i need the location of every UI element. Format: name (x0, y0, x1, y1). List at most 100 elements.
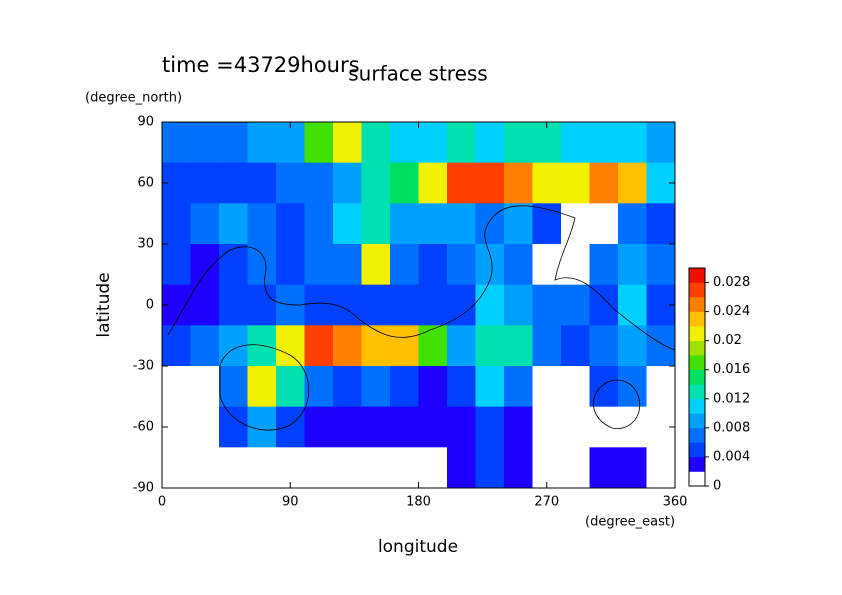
colorbar-swatch (689, 268, 705, 283)
field-cell (361, 203, 391, 245)
field-cell (247, 447, 277, 489)
colorbar-swatch (689, 413, 705, 429)
field-cell (390, 122, 419, 164)
field-cell (447, 244, 476, 286)
colorbar-frame (688, 267, 706, 487)
field-cell (475, 284, 505, 326)
field-cell (276, 244, 305, 286)
field-cell (276, 366, 305, 408)
field-cell (475, 203, 505, 245)
field-cell (219, 406, 248, 448)
field-cell (276, 203, 305, 245)
field-cell (589, 244, 619, 286)
field-cell (589, 366, 619, 408)
field-cell (418, 325, 448, 367)
colorbar-tick-label: 0.028 (713, 275, 750, 290)
field-cell (390, 325, 419, 367)
x-tick-label: 180 (406, 495, 431, 510)
colorbar-swatch (689, 340, 705, 356)
field-cell (304, 406, 334, 448)
field-cell (418, 244, 448, 286)
colorbar-swatch (689, 369, 705, 385)
field-cell (190, 162, 220, 204)
field (162, 122, 676, 489)
colorbar-swatch (689, 427, 705, 443)
field-cell (561, 203, 590, 245)
field-cell (361, 244, 391, 286)
field-cell (247, 284, 277, 326)
field-cell (475, 325, 505, 367)
field-cell (532, 284, 562, 326)
field-cell (504, 447, 533, 489)
field-cell (532, 406, 562, 448)
field-cell (418, 406, 448, 448)
colorbar-swatch (689, 398, 705, 414)
x-tick-label: 90 (282, 495, 299, 510)
field-cell (418, 447, 448, 489)
field-cell (561, 447, 590, 489)
field-cell (219, 284, 248, 326)
field-cell (447, 447, 476, 489)
field-cell (589, 162, 619, 204)
field-cell (418, 366, 448, 408)
field-cell (390, 406, 419, 448)
field-cell (475, 366, 505, 408)
field-cell (304, 325, 334, 367)
field-cell (219, 366, 248, 408)
y-tick-label: -60 (133, 420, 154, 435)
field-cell (276, 447, 305, 489)
colorbar-tick-label: 0.016 (713, 362, 750, 377)
field-cell (219, 244, 248, 286)
field-cell (532, 244, 562, 286)
coast-path (219, 344, 310, 431)
field-cell (618, 162, 647, 204)
field-cell (162, 203, 191, 245)
field-cell (162, 366, 191, 408)
field-cell (219, 162, 248, 204)
field-cell (646, 325, 676, 367)
field-cell (504, 122, 533, 164)
field-cell (504, 366, 533, 408)
field-cell (390, 244, 419, 286)
colorbar-swatch (689, 311, 705, 327)
field-cell (475, 162, 505, 204)
field-cell (618, 284, 647, 326)
field-cell (190, 122, 220, 164)
field-cell (162, 244, 191, 286)
colorbar-swatch (689, 471, 705, 487)
field-cell (333, 325, 362, 367)
field-cell (561, 366, 590, 408)
field-cell (361, 284, 391, 326)
colorbar-swatch (689, 326, 705, 341)
field-cell (646, 203, 676, 245)
field-cell (589, 203, 619, 245)
field-cell (504, 284, 533, 326)
colorbar-tick-label: 0.024 (713, 304, 750, 319)
field-cell (333, 122, 362, 164)
chart-title: surface stress (348, 62, 487, 86)
field-cell (418, 203, 448, 245)
field-cell (646, 366, 676, 408)
colorbar-tick-label: 0.02 (713, 333, 742, 348)
field-cell (447, 122, 476, 164)
coastline (167, 205, 676, 431)
colorbar-swatch (689, 384, 705, 400)
field-cell (190, 284, 220, 326)
colorbar-swatch (689, 297, 705, 312)
field-cell (646, 122, 676, 164)
field-cell (333, 162, 362, 204)
field-cell (475, 122, 505, 164)
field-cell (390, 203, 419, 245)
field-cell (618, 203, 647, 245)
y-tick-label: -30 (133, 359, 154, 374)
colorbar-tick-label: 0.004 (713, 449, 750, 464)
field-cell (247, 366, 277, 408)
field-cell (190, 244, 220, 286)
field-cell (532, 447, 562, 489)
field-cell (390, 366, 419, 408)
field-cell (646, 447, 676, 489)
field-cell (304, 122, 334, 164)
field-cell (304, 244, 334, 286)
field-cell (532, 203, 562, 245)
